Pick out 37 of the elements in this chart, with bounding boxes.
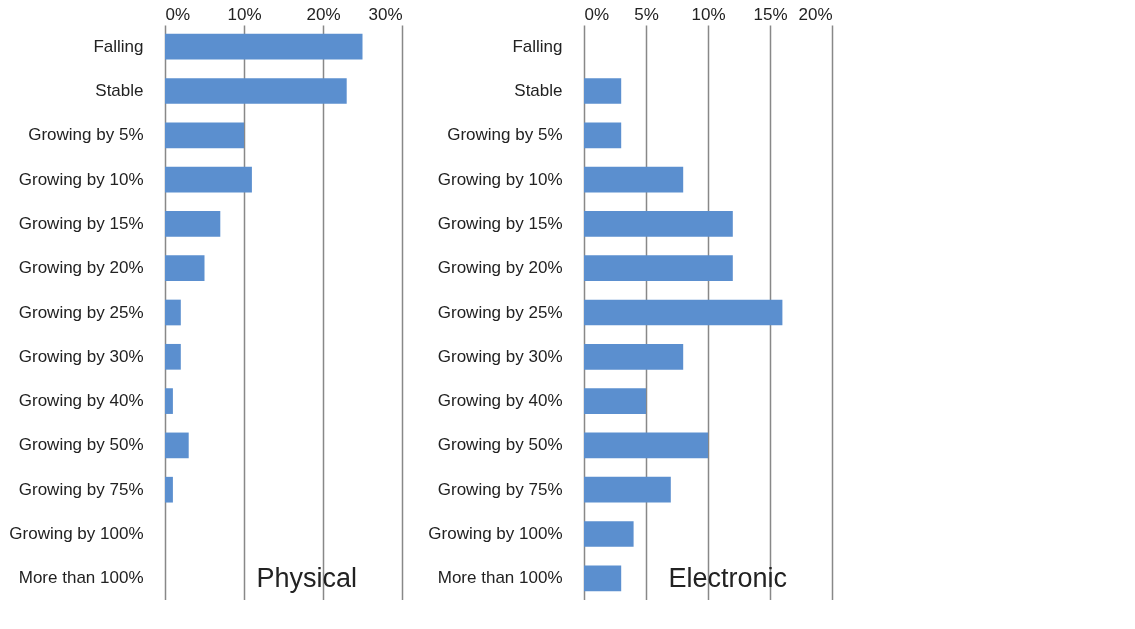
y-tick-label: Growing by 30% xyxy=(437,346,563,366)
x-tick-label: 0% xyxy=(165,4,191,24)
y-tick-label: Growing by 40% xyxy=(437,391,563,411)
y-tick-label: Growing by 5% xyxy=(28,125,144,145)
y-tick-label: Growing by 50% xyxy=(437,435,563,455)
y-tick-label: Growing by 30% xyxy=(18,346,144,366)
y-tick-label: Growing by 50% xyxy=(18,435,144,455)
x-tick-label: 10% xyxy=(227,4,262,24)
y-tick-label: Growing by 100% xyxy=(428,523,563,543)
x-tick-label: 5% xyxy=(634,4,659,24)
x-tick-label: 0% xyxy=(584,4,610,24)
x-tick-label: 20% xyxy=(798,4,833,24)
x-tick-label: 20% xyxy=(306,4,341,24)
x-tick-label: 15% xyxy=(753,4,788,24)
y-tick-label: Growing by 20% xyxy=(18,258,144,278)
y-tick-label: Growing by 25% xyxy=(437,302,563,322)
y-tick-label: Stable xyxy=(95,81,144,101)
y-tick-label: Growing by 15% xyxy=(437,213,563,233)
y-tick-label: Growing by 20% xyxy=(437,258,563,278)
y-tick-label: Growing by 5% xyxy=(447,125,563,145)
y-tick-label: Growing by 75% xyxy=(18,479,144,499)
y-tick-label: Growing by 15% xyxy=(18,213,144,233)
y-tick-label: Growing by 10% xyxy=(437,169,563,189)
y-tick-label: Growing by 40% xyxy=(18,391,144,411)
y-tick-label: Growing by 25% xyxy=(18,302,144,322)
y-tick-label: Stable xyxy=(514,81,563,101)
y-tick-label: More than 100% xyxy=(437,568,563,588)
y-tick-label: Growing by 100% xyxy=(9,523,144,543)
x-tick-label: 10% xyxy=(691,4,726,24)
text: Electronic xyxy=(668,563,787,593)
y-tick-label: More than 100% xyxy=(18,568,144,588)
x-tick-label: 30% xyxy=(368,4,403,24)
y-tick-label: Growing by 75% xyxy=(437,479,563,499)
text: Physical xyxy=(256,563,357,593)
y-tick-label: Falling xyxy=(93,36,144,56)
y-tick-label: Growing by 10% xyxy=(18,169,144,189)
y-tick-label: Falling xyxy=(512,36,563,56)
